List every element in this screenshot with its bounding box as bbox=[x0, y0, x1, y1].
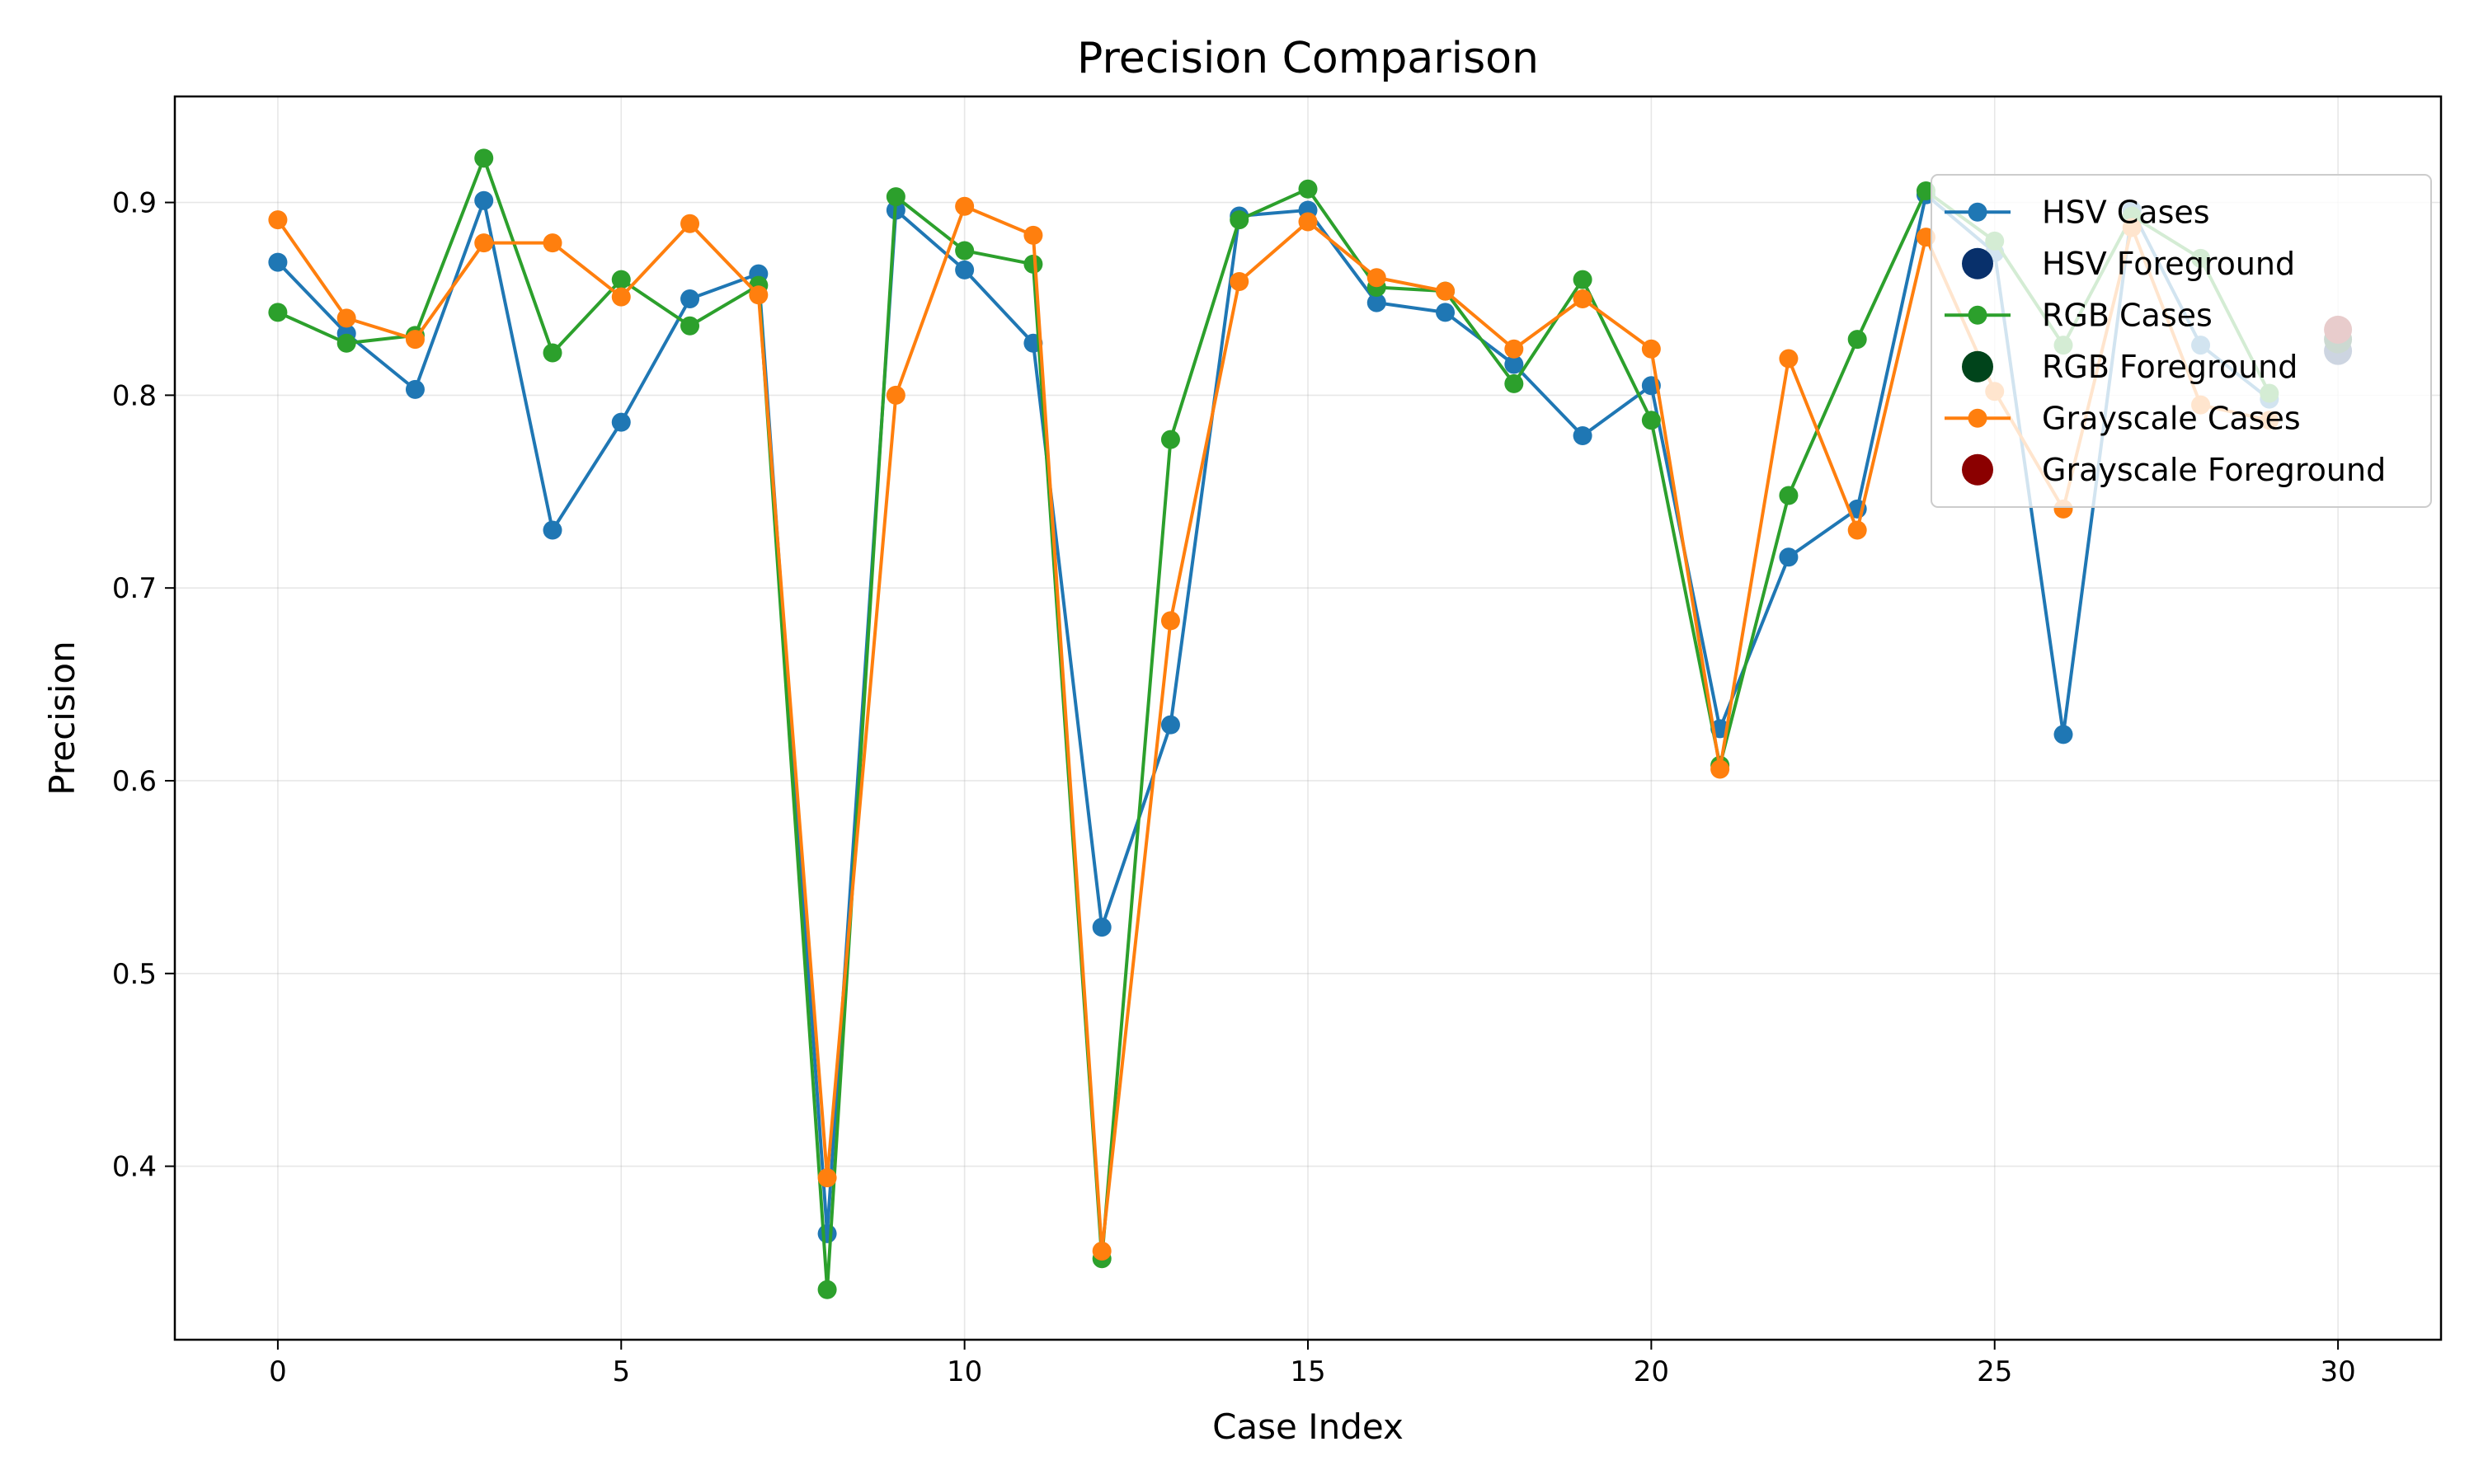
point-hsv-cases-2 bbox=[405, 379, 425, 399]
point-rgb-cases-14 bbox=[1230, 210, 1249, 230]
legend-item-grayscale-cases: Grayscale Cases bbox=[1945, 400, 2301, 436]
legend-item-rgb-cases: RGB Cases bbox=[1945, 297, 2213, 333]
point-grayscale-cases-22 bbox=[1779, 349, 1799, 369]
point-grayscale-cases-7 bbox=[749, 285, 769, 305]
legend-marker-grayscale-cases bbox=[1968, 408, 1987, 428]
point-hsv-cases-4 bbox=[543, 520, 562, 540]
point-hsv-cases-19 bbox=[1573, 425, 1592, 445]
point-hsv-cases-3 bbox=[474, 190, 494, 210]
legend-marker-rgb-cases bbox=[1968, 305, 1987, 325]
point-hsv-cases-6 bbox=[680, 289, 700, 308]
legend-marker-grayscale-foreground bbox=[1962, 453, 1993, 486]
point-hsv-cases-13 bbox=[1160, 715, 1180, 735]
legend-label-grayscale-foreground: Grayscale Foreground bbox=[2042, 452, 2386, 488]
point-hsv-cases-12 bbox=[1092, 918, 1112, 937]
point-rgb-cases-8 bbox=[817, 1280, 837, 1299]
point-grayscale-cases-16 bbox=[1366, 268, 1386, 288]
point-grayscale-cases-2 bbox=[405, 330, 425, 350]
point-rgb-cases-22 bbox=[1779, 486, 1799, 505]
point-hsv-cases-18 bbox=[1504, 355, 1524, 374]
point-grayscale-cases-23 bbox=[1847, 520, 1867, 540]
point-rgb-cases-23 bbox=[1847, 330, 1867, 350]
x-axis-label: Case Index bbox=[1212, 1407, 1404, 1447]
point-grayscale-cases-14 bbox=[1230, 271, 1249, 291]
point-rgb-cases-4 bbox=[543, 343, 562, 363]
chart-title: Precision Comparison bbox=[1077, 34, 1539, 83]
point-rgb-cases-0 bbox=[268, 303, 288, 322]
grid-lines bbox=[175, 96, 2441, 1340]
legend-label-hsv-foreground: HSV Foreground bbox=[2042, 246, 2295, 282]
legend-marker-rgb-foreground bbox=[1962, 350, 1993, 383]
point-hsv-cases-8 bbox=[817, 1223, 837, 1243]
x-tick-label-2: 10 bbox=[947, 1355, 982, 1388]
point-hsv-cases-0 bbox=[268, 252, 288, 272]
x-tick-label-5: 25 bbox=[1977, 1355, 2012, 1388]
point-grayscale-cases-21 bbox=[1710, 759, 1730, 779]
point-rgb-cases-20 bbox=[1641, 411, 1661, 430]
legend-label-rgb-foreground: RGB Foreground bbox=[2042, 349, 2298, 385]
point-grayscale-cases-19 bbox=[1573, 289, 1592, 308]
point-rgb-cases-18 bbox=[1504, 373, 1524, 393]
point-grayscale-cases-0 bbox=[268, 210, 288, 230]
point-grayscale-cases-11 bbox=[1023, 225, 1043, 245]
legend: HSV Cases HSV Foreground RGB Cases RGB Fore… bbox=[1931, 174, 2432, 508]
legend-label-rgb-cases: RGB Cases bbox=[2042, 297, 2213, 333]
point-grayscale-cases-17 bbox=[1436, 281, 1456, 301]
y-axis-label: Precision bbox=[42, 641, 82, 795]
point-grayscale-cases-6 bbox=[680, 214, 700, 233]
x-tick-label-6: 30 bbox=[2320, 1355, 2355, 1388]
point-rgb-cases-3 bbox=[474, 148, 494, 168]
point-rgb-cases-6 bbox=[680, 316, 700, 336]
point-hsv-cases-17 bbox=[1436, 303, 1456, 322]
point-rgb-cases-11 bbox=[1023, 254, 1043, 274]
series-lines bbox=[268, 148, 2279, 1299]
axis-ticks: 0 5 10 15 20 25 30 0.4 0.5 0.6 0.7 0.8 0.9 bbox=[112, 187, 2356, 1388]
point-grayscale-cases-20 bbox=[1641, 339, 1661, 359]
legend-item-hsv-cases: HSV Cases bbox=[1945, 194, 2210, 230]
point-rgb-cases-5 bbox=[611, 270, 631, 289]
point-hsv-cases-16 bbox=[1366, 293, 1386, 312]
legend-item-hsv-foreground: HSV Foreground bbox=[1962, 246, 2295, 282]
point-rgb-cases-13 bbox=[1160, 430, 1180, 449]
x-tick-label-1: 5 bbox=[612, 1355, 630, 1388]
point-hsv-cases-10 bbox=[955, 260, 975, 279]
y-tick-label-2: 0.6 bbox=[112, 765, 157, 798]
point-rgb-cases-10 bbox=[955, 241, 975, 261]
y-tick-label-3: 0.7 bbox=[112, 572, 157, 605]
point-hsv-cases-5 bbox=[611, 412, 631, 432]
point-rgb-cases-9 bbox=[886, 187, 905, 207]
legend-item-rgb-foreground: RGB Foreground bbox=[1962, 349, 2298, 385]
legend-label-hsv-cases: HSV Cases bbox=[2042, 194, 2210, 230]
point-grayscale-cases-4 bbox=[543, 233, 562, 253]
legend-box bbox=[1931, 174, 2432, 508]
point-rgb-cases-19 bbox=[1573, 270, 1592, 289]
legend-label-grayscale-cases: Grayscale Cases bbox=[2042, 400, 2301, 436]
point-grayscale-cases-5 bbox=[611, 287, 631, 307]
y-tick-label-1: 0.5 bbox=[112, 958, 157, 991]
point-grayscale-cases-9 bbox=[886, 385, 905, 405]
x-tick-label-3: 15 bbox=[1290, 1355, 1325, 1388]
legend-marker-hsv-cases bbox=[1968, 202, 1987, 222]
point-hsv-cases-22 bbox=[1779, 547, 1799, 567]
point-hsv-cases-26 bbox=[2053, 725, 2073, 744]
x-tick-label-0: 0 bbox=[269, 1355, 287, 1388]
y-tick-label-5: 0.9 bbox=[112, 187, 157, 220]
point-grayscale-cases-1 bbox=[336, 308, 356, 328]
point-rgb-cases-15 bbox=[1298, 179, 1318, 199]
y-tick-label-0: 0.4 bbox=[112, 1151, 157, 1184]
point-rgb-cases-1 bbox=[336, 333, 356, 353]
point-grayscale-cases-18 bbox=[1504, 339, 1524, 359]
point-grayscale-cases-10 bbox=[955, 196, 975, 216]
point-grayscale-cases-3 bbox=[474, 233, 494, 253]
legend-item-grayscale-foreground: Grayscale Foreground bbox=[1962, 452, 2386, 488]
legend-marker-hsv-foreground bbox=[1962, 247, 1993, 279]
point-grayscale-cases-8 bbox=[817, 1168, 837, 1188]
point-grayscale-cases-13 bbox=[1160, 611, 1180, 631]
y-tick-label-4: 0.8 bbox=[112, 379, 157, 412]
x-tick-label-4: 20 bbox=[1634, 1355, 1669, 1388]
point-grayscale-cases-15 bbox=[1298, 212, 1318, 232]
point-grayscale-cases-12 bbox=[1092, 1241, 1112, 1261]
